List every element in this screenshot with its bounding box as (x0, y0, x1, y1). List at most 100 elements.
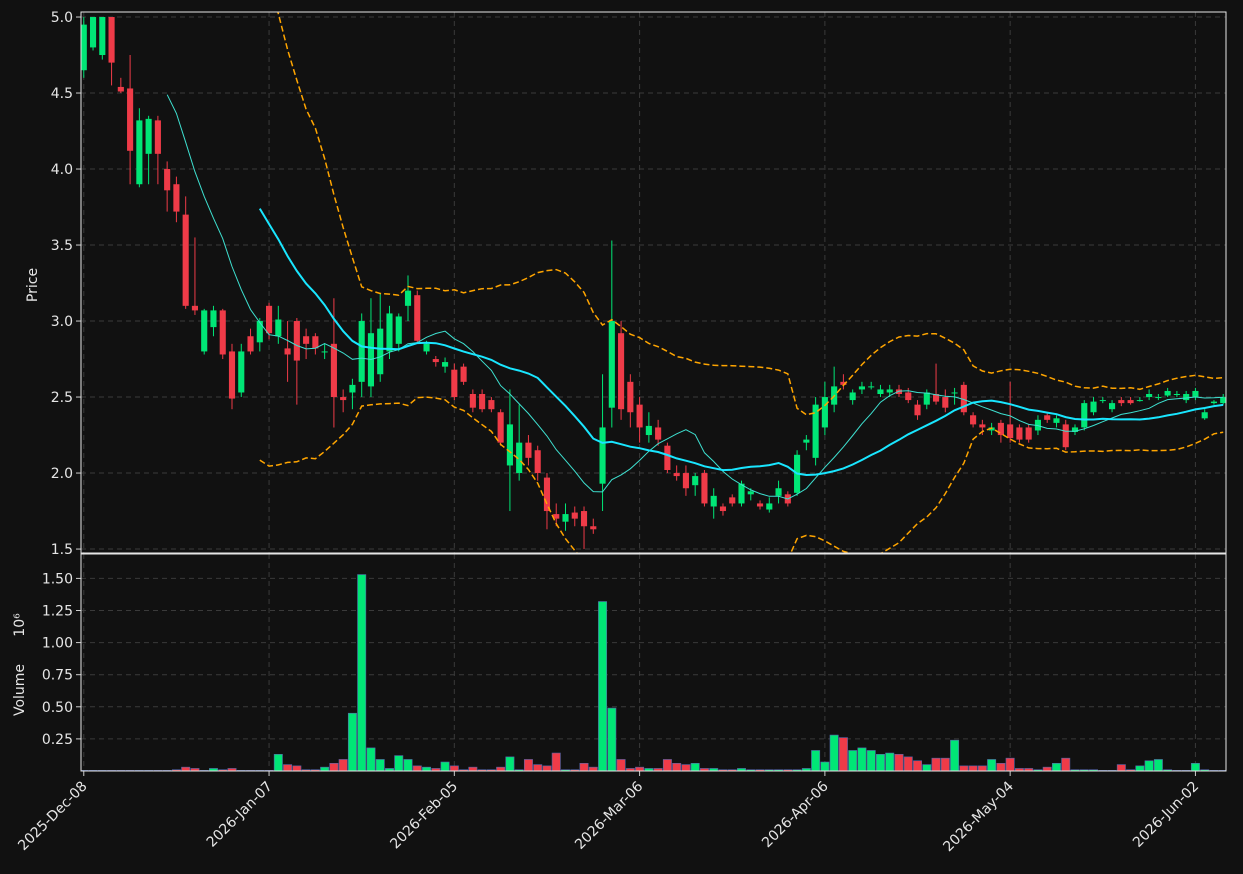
volume-bar (968, 765, 978, 771)
volume-bar (375, 759, 385, 771)
y-axis-label: Price (25, 268, 41, 302)
volume-bar (1005, 757, 1015, 771)
candle-body (1108, 403, 1116, 410)
volume-bar (579, 762, 589, 771)
candle-body (812, 404, 819, 458)
volume-bar (866, 750, 876, 771)
candle-body (210, 310, 217, 328)
candle-body (756, 503, 764, 507)
candle-body (525, 442, 532, 458)
volume-bar (1135, 765, 1145, 771)
candle-body (228, 351, 236, 399)
volume-bar (477, 769, 487, 771)
candle-body (414, 295, 421, 341)
candle-body (534, 450, 541, 474)
volume-bar (394, 755, 404, 771)
volume-bar (690, 762, 700, 771)
candle-body (275, 319, 282, 337)
candle-body (349, 384, 356, 393)
candle-body (858, 386, 865, 390)
candle-body (997, 422, 1004, 436)
volume-bar (672, 762, 682, 771)
volume-bar (931, 757, 941, 771)
volume-bar (403, 759, 413, 771)
volume-bar (505, 756, 515, 771)
y2-tick-label: 1.00 (42, 636, 73, 652)
volume-bar (774, 769, 784, 771)
y2-tick-label: 0.25 (42, 732, 73, 748)
volume-bar (1163, 769, 1173, 771)
candle-body (914, 404, 921, 416)
price-frame (80, 11, 1227, 554)
volume-bar (950, 739, 960, 771)
volume-bar (366, 747, 376, 771)
volume-bar (894, 754, 904, 771)
candle-body (627, 381, 634, 413)
y-tick-label: 3.0 (51, 314, 73, 330)
price-panel (81, 12, 1226, 553)
y-tick-label: 3.5 (51, 238, 73, 254)
volume-bar (329, 762, 339, 771)
volume-bar (820, 761, 830, 771)
volume-bar (320, 766, 330, 771)
volume-panel (81, 554, 1226, 771)
candle-body (321, 351, 328, 353)
candle-body (655, 427, 662, 440)
volume-bar (449, 765, 459, 771)
volume-bar (422, 766, 432, 771)
volume-bar (792, 769, 802, 771)
volume-bar (959, 765, 969, 771)
moving-average (166, 94, 1224, 500)
candle-body (117, 86, 124, 92)
volume-bar (838, 737, 848, 771)
candle-body (886, 389, 893, 393)
candle-body (895, 389, 903, 394)
bollinger-band (277, 12, 1224, 416)
candle-body (451, 369, 458, 398)
candle-body (1210, 401, 1218, 404)
candle-body (719, 506, 727, 512)
volume-bar (561, 769, 570, 771)
volume-bar (987, 759, 997, 771)
candle-body (1192, 390, 1199, 398)
candle-body (1090, 401, 1097, 413)
candle-body (164, 169, 171, 191)
candle-body (1081, 403, 1088, 428)
candle-body (692, 476, 699, 486)
candle-body (1007, 424, 1014, 439)
volume-bar (1126, 769, 1136, 771)
candle-body (590, 526, 597, 530)
volume-bar (496, 766, 506, 771)
candle-body (404, 290, 412, 306)
volume-bar (662, 759, 672, 771)
candle-body (738, 483, 745, 504)
y2-axis-label: Volume (12, 664, 28, 716)
volume-bar (764, 769, 774, 771)
volume-bar (357, 574, 367, 771)
candle-body (506, 424, 513, 466)
candle-body (386, 313, 393, 352)
volume-bar (940, 757, 950, 771)
volume-bar (1190, 762, 1200, 771)
volume-frame (80, 553, 1227, 772)
candle-body (358, 321, 365, 382)
volume-bar (1153, 759, 1163, 771)
candle-body (377, 328, 384, 375)
candle-body (201, 310, 208, 352)
candle-body (265, 305, 273, 334)
candle-body (136, 120, 143, 185)
candle-body (608, 321, 615, 408)
volume-bar (977, 765, 987, 771)
volume-bar (1070, 769, 1080, 771)
volume-bar (875, 754, 885, 771)
volume-bar (996, 762, 1006, 771)
volume-bar (811, 750, 821, 771)
candle-body (543, 477, 551, 512)
candle-body (673, 473, 680, 477)
volume-bar (1116, 764, 1126, 771)
candle-body (1118, 400, 1125, 404)
volume-bar (616, 759, 626, 771)
volume-bar (1079, 769, 1089, 771)
volume-bar (533, 764, 543, 771)
